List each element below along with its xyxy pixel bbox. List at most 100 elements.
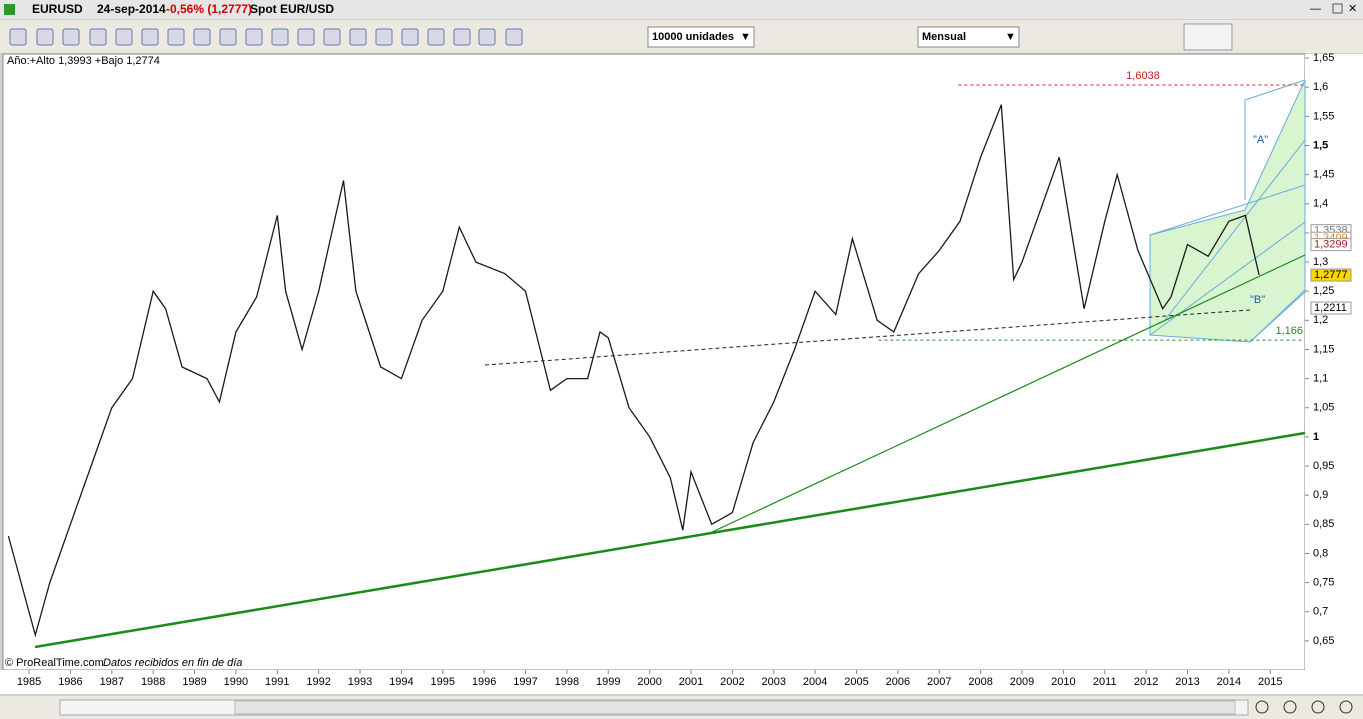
period: Mensual (922, 31, 966, 43)
y-tick-label: 0,7 (1313, 606, 1328, 618)
tool-icon[interactable] (349, 28, 367, 46)
x-tick-label: 1996 (472, 676, 496, 688)
scroll-thumb[interactable] (234, 700, 1236, 715)
x-tick-label: 2006 (886, 676, 910, 688)
y-tick-label: 1,2 (1313, 314, 1328, 326)
tool-icon[interactable] (36, 28, 54, 46)
x-tick-label: 1986 (58, 676, 82, 688)
tool-icon[interactable] (297, 28, 315, 46)
x-tick-label: 2007 (927, 676, 951, 688)
y-tick-label: 1,15 (1313, 343, 1334, 355)
y-tick-label: 0,95 (1313, 460, 1334, 472)
tool-icon[interactable] (62, 28, 80, 46)
price-line (7, 104, 1260, 638)
price-label-box (1310, 238, 1352, 252)
x-tick-label: 1991 (265, 676, 289, 688)
x-tick-label: 1988 (141, 676, 165, 688)
info: Año:+Alto 1,3993 +Bajo 1,2774 (7, 55, 160, 67)
zoom-button[interactable] (1339, 700, 1353, 714)
y-tick-label: 1,4 (1313, 198, 1328, 210)
tool-icon[interactable] (375, 28, 393, 46)
annotation: "B" (1250, 294, 1265, 306)
tool-icon[interactable] (453, 28, 471, 46)
change: -0,56% (1,2777) (166, 2, 252, 16)
tool-icon[interactable] (401, 28, 419, 46)
y-axis-area (1305, 54, 1363, 670)
channel-line (1149, 221, 1306, 336)
tool-icon[interactable] (9, 28, 27, 46)
tool-icon[interactable] (167, 28, 185, 46)
period-select[interactable] (917, 26, 1020, 48)
y-tick-label: 0,9 (1313, 489, 1328, 501)
y-tick-label: 1 (1313, 431, 1319, 443)
x-tick-label: 1992 (306, 676, 330, 688)
y-tick-label: 1,65 (1313, 52, 1334, 64)
x-tick-label: 1990 (224, 676, 248, 688)
x-tick-label: 1998 (555, 676, 579, 688)
plot-area (2, 53, 1306, 671)
level-label: 1,6038 (1126, 70, 1160, 82)
price-label-box (1310, 301, 1352, 315)
x-tick-label: 2003 (762, 676, 786, 688)
y-tick-label: 1,45 (1313, 169, 1334, 181)
x-tick-label: 2002 (720, 676, 744, 688)
x-tick-label: 1985 (17, 676, 41, 688)
tool-icon[interactable] (478, 28, 496, 46)
x-tick-label: 2005 (844, 676, 868, 688)
zoom-button[interactable] (1283, 700, 1297, 714)
y-tick-label: 1,3 (1313, 256, 1328, 268)
y-tick-label: 1,55 (1313, 110, 1334, 122)
annotation: "A" (1253, 134, 1268, 146)
price-label-box (1310, 268, 1352, 282)
y-tick-label: 0,8 (1313, 547, 1328, 559)
x-tick-label: 2011 (1093, 676, 1117, 688)
x-tick-label: 2000 (637, 676, 661, 688)
x-tick-label: 1994 (389, 676, 413, 688)
x-tick-label: 1999 (596, 676, 620, 688)
chart-style-button[interactable] (1183, 23, 1233, 51)
tool-icon[interactable] (271, 28, 289, 46)
x-tick-label: 1997 (513, 676, 537, 688)
description: Spot EUR/USD (250, 2, 334, 16)
tool-icon[interactable] (193, 28, 211, 46)
window-controls[interactable]: — (1310, 3, 1321, 15)
zoom-button[interactable] (1255, 700, 1269, 714)
tool-icon[interactable] (219, 28, 237, 46)
x-tick-label: 2015 (1258, 676, 1282, 688)
y-tick-label: 1,05 (1313, 402, 1334, 414)
app-icon (4, 4, 15, 15)
tool-icon[interactable] (115, 28, 133, 46)
channel-line (1244, 79, 1306, 101)
x-tick-label: 1987 (100, 676, 124, 688)
dropdown-arrow: ▼ (740, 31, 751, 43)
channel-line (1249, 289, 1306, 343)
trend-line (709, 254, 1306, 534)
y-tick-label: 0,65 (1313, 635, 1334, 647)
quantity-select[interactable] (647, 26, 755, 48)
x-tick-label: 1989 (182, 676, 206, 688)
channel-line (1164, 139, 1306, 321)
tool-icon[interactable] (323, 28, 341, 46)
x-tick-label: 2008 (968, 676, 992, 688)
close[interactable]: ✕ (1348, 3, 1357, 15)
x-tick-label: 2001 (679, 676, 703, 688)
maximize[interactable] (1332, 3, 1343, 14)
x-tick-label: 2010 (1051, 676, 1075, 688)
y-tick-label: 1,6 (1313, 81, 1328, 93)
x-tick-label: 2004 (803, 676, 827, 688)
date: 24-sep-2014 (97, 2, 166, 16)
x-tick-label: 1993 (348, 676, 372, 688)
zoom-button[interactable] (1311, 700, 1325, 714)
tool-icon[interactable] (505, 28, 523, 46)
trend-line (34, 431, 1306, 649)
y-tick-label: 1,1 (1313, 373, 1328, 385)
channel-line (1149, 184, 1306, 236)
tool-icon[interactable] (141, 28, 159, 46)
note: Datos recibidos en fin de día (103, 657, 242, 669)
tool-icon[interactable] (89, 28, 107, 46)
tool-icon[interactable] (427, 28, 445, 46)
y-tick-label: 0,75 (1313, 576, 1334, 588)
title-bar (0, 0, 1363, 19)
tool-icon[interactable] (245, 28, 263, 46)
